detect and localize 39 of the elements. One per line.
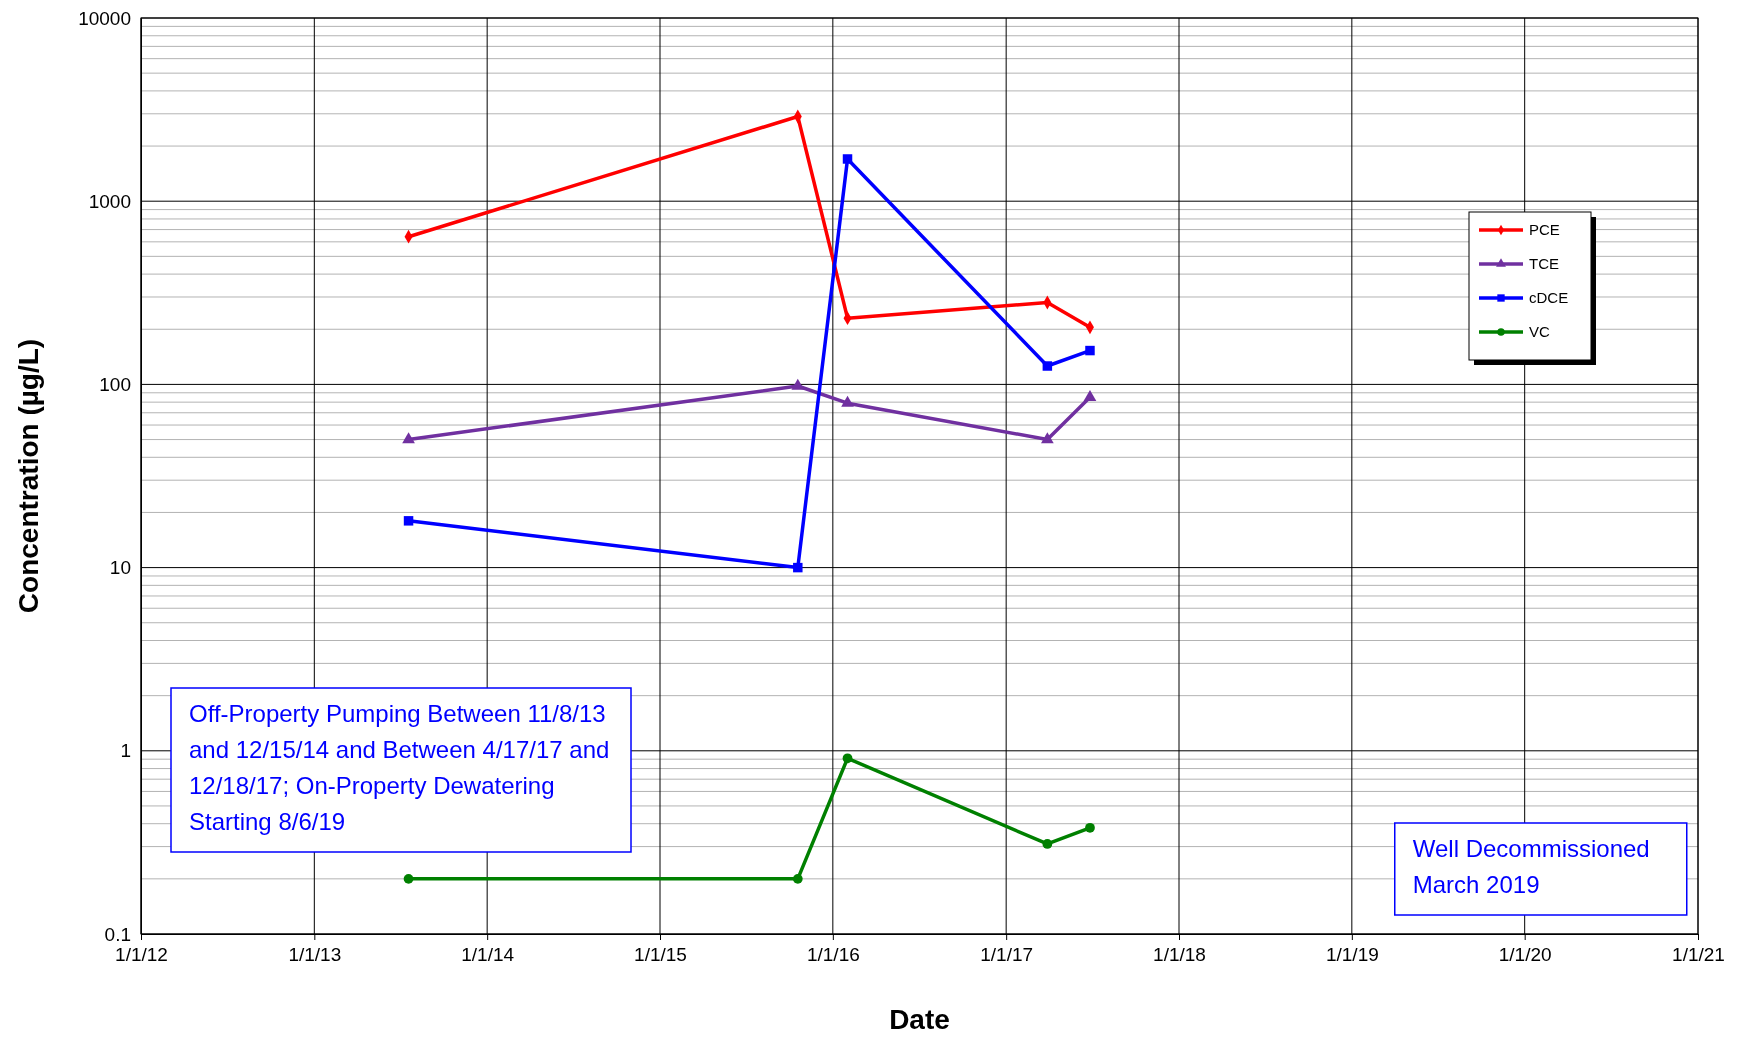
point bbox=[403, 873, 414, 884]
point bbox=[841, 395, 854, 407]
y-axis-title: Concentration (µg/L) bbox=[13, 338, 44, 614]
annotation: Well Decommissioned March 2019 bbox=[1412, 835, 1650, 898]
legend-label: PCE bbox=[1529, 221, 1560, 238]
legend-label: cDCE bbox=[1529, 289, 1569, 306]
point bbox=[1085, 822, 1095, 833]
point bbox=[403, 516, 414, 526]
x-tick-label: 1/1/15 bbox=[634, 944, 687, 966]
legend-label: TCE bbox=[1529, 255, 1559, 272]
y-tick-label: 10 bbox=[109, 557, 131, 579]
point bbox=[402, 432, 415, 444]
x-axis-title: Date bbox=[889, 1004, 950, 1035]
point bbox=[1041, 432, 1054, 444]
point bbox=[842, 154, 853, 164]
point bbox=[842, 753, 853, 764]
point bbox=[793, 562, 803, 573]
y-tick-label: 10000 bbox=[78, 7, 131, 29]
y-tick-label: 100 bbox=[99, 373, 131, 395]
x-tick-label: 1/1/21 bbox=[1672, 944, 1725, 966]
point bbox=[792, 873, 803, 884]
x-tick-label: 1/1/12 bbox=[115, 944, 168, 966]
y-tick-label: 1 bbox=[120, 740, 131, 762]
point bbox=[1083, 389, 1097, 401]
x-tick-label: 1/1/16 bbox=[806, 944, 860, 966]
point bbox=[1042, 839, 1053, 849]
y-tick-label: 1000 bbox=[88, 190, 131, 212]
y-tick-label: 0.1 bbox=[104, 923, 131, 945]
point bbox=[791, 378, 805, 390]
point bbox=[1042, 361, 1053, 371]
annotation: Off-Property Pumping Between 11/8/13 and 12/15/14 and Between 4/17/17 and 12/18/17; On-Property Dewatering Starting 8/6/19 bbox=[189, 700, 610, 835]
x-tick-label: 1/1/17 bbox=[980, 944, 1034, 966]
x-tick-label: 1/1/19 bbox=[1325, 944, 1379, 966]
legend-label: VC bbox=[1529, 323, 1550, 340]
x-tick-label: 1/1/18 bbox=[1153, 944, 1206, 966]
point bbox=[1085, 345, 1095, 356]
x-tick-label: 1/1/20 bbox=[1498, 944, 1552, 966]
x-tick-label: 1/1/13 bbox=[288, 944, 342, 966]
x-tick-label: 1/1/14 bbox=[461, 944, 515, 966]
